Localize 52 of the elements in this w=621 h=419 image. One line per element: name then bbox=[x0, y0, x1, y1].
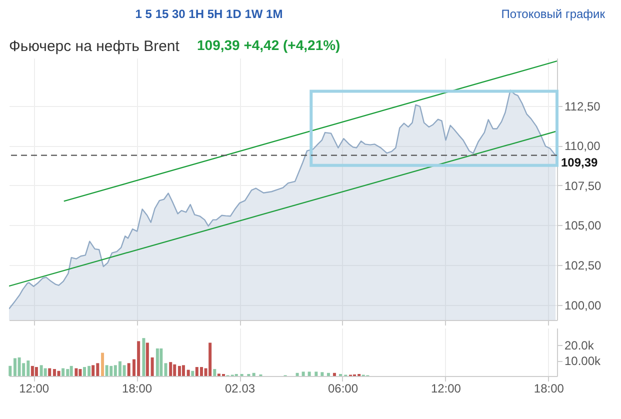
bar bbox=[110, 366, 113, 376]
y-tick-label: 102,50 bbox=[564, 258, 602, 273]
x-tick-label: 18:00 bbox=[534, 382, 564, 396]
y-tick-label: 105,00 bbox=[564, 218, 602, 233]
ref-line-label: 109,39 bbox=[561, 155, 598, 170]
bar bbox=[44, 368, 47, 376]
bar bbox=[182, 365, 185, 376]
bar bbox=[122, 365, 126, 376]
x-tick-label: 02.03 bbox=[225, 382, 256, 396]
bar bbox=[127, 363, 130, 376]
y-tick-label: 107,50 bbox=[564, 178, 602, 193]
bar bbox=[78, 369, 82, 376]
chart-title: Фьючерс на нефть Brent bbox=[9, 38, 180, 55]
x-tick-label: 06:00 bbox=[328, 382, 358, 396]
bar bbox=[30, 366, 34, 376]
x-tick-label: 18:00 bbox=[122, 382, 152, 396]
text: 1 5 15 30 1H 5H 1D 1W 1M bbox=[135, 7, 283, 21]
bar bbox=[8, 366, 12, 376]
bar bbox=[57, 370, 60, 376]
bar bbox=[74, 368, 78, 376]
text: Потоковый график bbox=[501, 7, 606, 21]
bar bbox=[83, 367, 86, 376]
bar bbox=[40, 365, 43, 376]
bar bbox=[191, 370, 194, 376]
bar bbox=[105, 365, 108, 376]
y-tick-label: 10.00k bbox=[564, 354, 602, 368]
y-tick-label: 112,50 bbox=[564, 99, 601, 114]
bar bbox=[173, 364, 176, 376]
y-tick-label: 110,00 bbox=[564, 139, 601, 154]
bar bbox=[70, 366, 73, 376]
bar bbox=[142, 338, 146, 376]
bar bbox=[18, 357, 21, 376]
bar bbox=[156, 348, 159, 376]
x-tick-label: 12:00 bbox=[19, 382, 50, 396]
bar bbox=[186, 370, 190, 376]
bar bbox=[146, 342, 149, 376]
bar bbox=[213, 369, 216, 376]
bar bbox=[208, 342, 212, 376]
bar bbox=[34, 367, 38, 376]
x-tick-label: 12:00 bbox=[430, 382, 462, 396]
bar bbox=[169, 362, 172, 376]
y-tick-label: 100,00 bbox=[564, 298, 602, 312]
bar bbox=[62, 368, 65, 376]
chart-subtitle: 109,39 +4,42 (+4,21%) bbox=[197, 37, 340, 53]
bar bbox=[101, 352, 104, 376]
bar bbox=[178, 366, 181, 376]
y-tick-label: 20.0k bbox=[564, 338, 595, 353]
bar bbox=[92, 365, 95, 376]
bar bbox=[48, 368, 52, 376]
bar bbox=[160, 348, 163, 376]
bar bbox=[14, 358, 17, 376]
bar bbox=[150, 357, 154, 376]
